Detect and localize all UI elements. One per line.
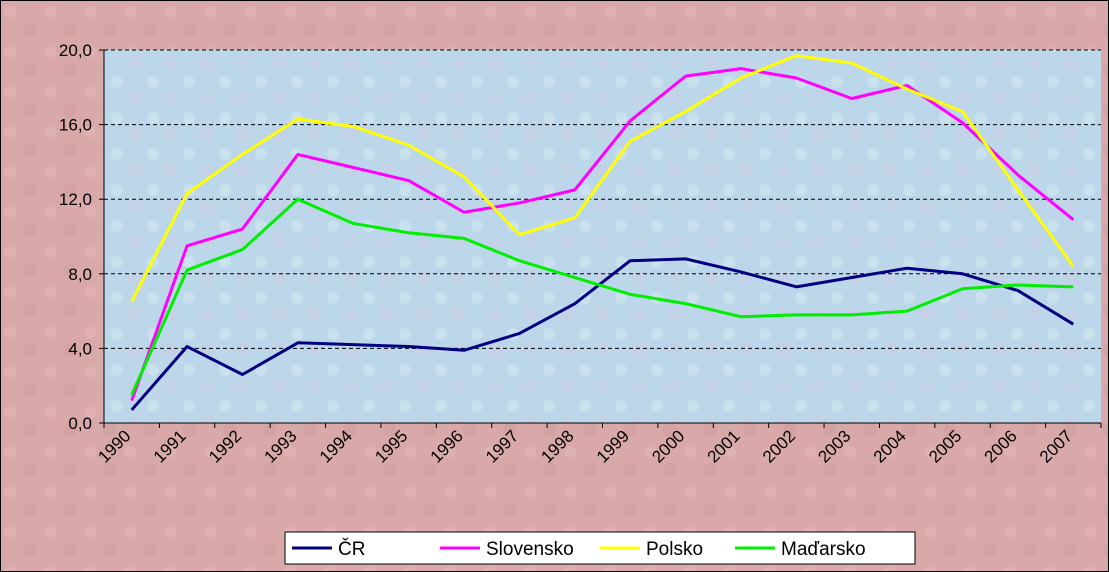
plot-area	[104, 50, 1101, 423]
series-line	[130, 197, 1074, 396]
legend-label: Polsko	[646, 539, 703, 560]
y-tick-label: 8,0	[68, 265, 92, 284]
legend-label: ČR	[338, 538, 365, 560]
series-line	[130, 257, 1075, 411]
y-tick-label: 16,0	[59, 116, 92, 135]
y-tick-label: 20,0	[59, 41, 92, 60]
legend-label: Maďarsko	[781, 539, 866, 560]
y-tick-label: 0,0	[68, 414, 92, 433]
y-tick-label: 4,0	[68, 339, 92, 358]
y-tick-label: 12,0	[59, 190, 92, 209]
series-line	[130, 54, 1075, 303]
legend-label: Slovensko	[486, 539, 574, 560]
